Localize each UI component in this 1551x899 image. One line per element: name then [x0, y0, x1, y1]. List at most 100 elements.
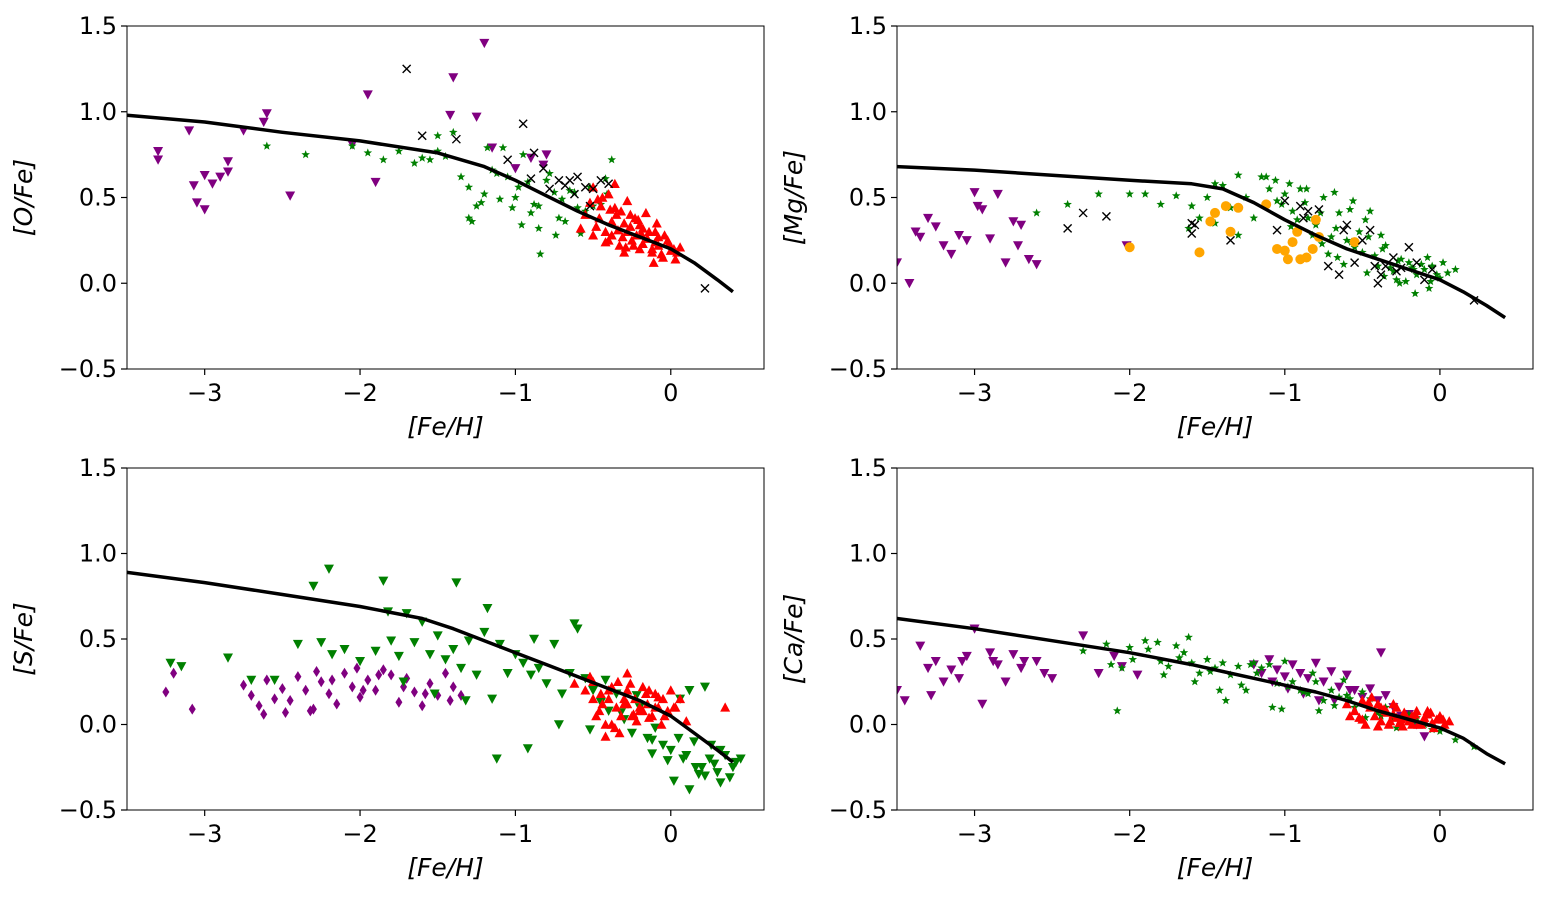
data-point-thin-disk	[591, 221, 602, 231]
data-point-other	[1101, 211, 1111, 221]
data-point-orange-group	[1233, 202, 1244, 213]
data-point-thin-disk	[647, 243, 658, 254]
data-point-thick-disk	[731, 757, 742, 768]
data-point-thick-disk	[522, 744, 533, 754]
data-point-thin-disk	[1363, 697, 1374, 707]
data-point-thin-disk	[1439, 719, 1450, 729]
data-point-thick-disk	[1389, 266, 1398, 275]
data-point-halo	[199, 205, 210, 215]
data-point-thin-disk	[656, 719, 667, 729]
data-point-halo	[538, 160, 549, 170]
data-point-thin-disk	[616, 206, 627, 216]
data-point-thick-disk	[1354, 227, 1364, 236]
data-point-halo	[348, 681, 356, 693]
data-point-other	[573, 172, 583, 182]
data-point-thick-disk	[1401, 277, 1411, 286]
data-point-thin-disk	[653, 231, 664, 242]
data-point-thick-disk	[1106, 660, 1116, 669]
x-tick-label: −2	[1112, 379, 1147, 407]
data-point-thin-disk	[575, 223, 586, 233]
data-point-halo	[271, 693, 279, 705]
data-point-halo	[1380, 691, 1391, 701]
data-point-thick-disk	[464, 182, 474, 191]
data-point-halo	[207, 179, 218, 189]
data-point-other	[1388, 253, 1398, 263]
data-point-thick-disk	[704, 754, 715, 764]
data-point-thick-disk	[1435, 726, 1445, 735]
data-point-halo	[1109, 651, 1120, 662]
data-point-halo	[448, 73, 459, 83]
data-point-halo	[184, 126, 195, 136]
data-point-thick-disk	[246, 675, 257, 686]
y-axis-label: [O/Fe]	[9, 159, 38, 236]
data-point-thick-disk	[1112, 706, 1122, 715]
data-point-other	[596, 175, 606, 185]
y-tick-label: −0.5	[829, 796, 887, 824]
data-point-thin-disk	[595, 201, 606, 211]
data-point-thin-disk	[1349, 705, 1360, 716]
data-point-thin-disk	[1410, 709, 1421, 719]
data-point-halo	[1295, 668, 1306, 679]
data-point-halo	[1341, 670, 1352, 680]
data-point-thick-disk	[684, 785, 695, 795]
data-point-thick-disk	[1345, 694, 1355, 703]
data-point-thick-disk	[1316, 208, 1325, 217]
data-point-thick-disk	[476, 198, 486, 207]
panel-o-fe: −3 −2 −1 0 −0.5 0.0 0.5 1.0 1.5 [Fe/H] [O/Fe]	[9, 12, 765, 441]
data-point-other	[1334, 270, 1344, 280]
data-point-thick-disk	[1296, 184, 1305, 193]
data-point-thick-disk	[467, 217, 477, 226]
data-point-halo	[1012, 241, 1023, 251]
x-axis-label: [Fe/H]	[407, 853, 484, 882]
data-point-thick-disk	[1358, 687, 1367, 696]
data-point-thick-disk	[600, 675, 611, 686]
data-point-thick-disk	[1187, 201, 1197, 210]
data-point-orange-group	[1205, 216, 1216, 227]
data-point-thick-disk	[518, 658, 529, 668]
data-point-thick-disk	[650, 723, 661, 733]
data-point-thick-disk	[1272, 196, 1282, 205]
data-point-halo	[153, 146, 164, 157]
data-point-thin-disk	[622, 668, 633, 678]
data-point-halo	[306, 705, 314, 717]
data-point-thick-disk	[1218, 658, 1228, 667]
data-point-thick-disk	[410, 158, 419, 167]
data-point-halo	[317, 676, 325, 688]
series-thick-disk	[165, 564, 746, 795]
data-point-other	[700, 283, 710, 293]
data-point-orange-group	[1349, 237, 1360, 248]
data-point-thick-disk	[1233, 170, 1243, 179]
data-point-thick-disk	[588, 686, 599, 696]
data-point-halo	[1334, 682, 1345, 692]
data-point-thick-disk	[456, 172, 466, 181]
data-point-thick-disk	[1237, 680, 1246, 689]
plot-area-o-fe	[127, 38, 734, 294]
data-point-thick-disk	[1288, 677, 1297, 686]
series-thick-disk	[1078, 632, 1479, 751]
data-point-halo	[240, 679, 248, 691]
data-point-thin-disk	[588, 230, 599, 240]
data-point-thin-disk	[644, 226, 655, 237]
data-point-halo	[1031, 260, 1042, 270]
data-point-thick-disk	[569, 619, 580, 629]
data-point-thick-disk	[456, 663, 467, 674]
data-point-thick-disk	[1277, 704, 1286, 713]
data-point-other	[1280, 196, 1290, 206]
data-point-thin-disk	[619, 247, 630, 257]
data-point-other	[1365, 225, 1375, 235]
data-point-halo	[926, 691, 937, 701]
data-point-halo	[471, 112, 482, 122]
data-point-halo	[379, 664, 387, 676]
data-point-thick-disk	[1261, 172, 1271, 181]
data-point-other	[580, 182, 590, 192]
plot-area-ca-fe	[897, 616, 1506, 766]
data-point-thin-disk	[637, 238, 648, 249]
x-tick-label: −3	[187, 820, 222, 848]
data-point-other	[1370, 261, 1380, 271]
data-point-thick-disk	[1249, 658, 1259, 667]
data-point-thick-disk	[479, 627, 490, 638]
data-point-thick-disk	[482, 603, 493, 614]
data-point-thick-disk	[176, 662, 187, 672]
data-point-thick-disk	[1348, 196, 1358, 205]
data-point-thin-disk	[594, 705, 605, 716]
